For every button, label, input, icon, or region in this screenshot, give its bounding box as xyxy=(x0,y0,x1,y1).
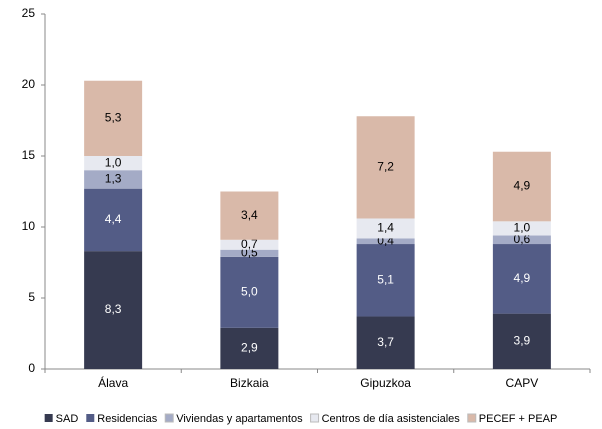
legend-swatch xyxy=(164,413,174,423)
legend-label: Residencias xyxy=(97,413,157,425)
x-tick-label: Gipuzkoa xyxy=(360,376,411,390)
bar-segment xyxy=(84,156,143,171)
data-label: 5,3 xyxy=(105,111,122,125)
legend: SAD Residencias Viviendas y apartamentos Ce… xyxy=(44,413,558,425)
data-label: 3,7 xyxy=(377,335,394,349)
legend-swatch xyxy=(310,413,320,423)
data-label: 1,0 xyxy=(514,221,531,235)
data-label: 2,9 xyxy=(241,341,258,355)
bar-segment xyxy=(84,80,143,156)
data-label: 4,9 xyxy=(514,271,531,285)
y-tick-label: 15 xyxy=(22,148,36,162)
legend-swatch xyxy=(44,414,53,422)
bar-segment xyxy=(492,151,551,222)
data-label: 1,0 xyxy=(105,155,122,169)
bar-segment xyxy=(220,239,279,250)
bar-segment xyxy=(492,235,551,245)
legend-label: PECEF + PEAP xyxy=(479,413,558,425)
y-tick-label: 25 xyxy=(22,6,36,20)
data-label: 5,0 xyxy=(241,284,258,298)
bar-segment xyxy=(220,327,279,369)
bar-segment xyxy=(84,251,143,369)
data-label: 3,4 xyxy=(241,208,258,222)
legend-swatch xyxy=(467,413,477,423)
data-label: 1,4 xyxy=(377,221,394,235)
data-label: 4,4 xyxy=(105,212,122,226)
legend-swatch xyxy=(86,414,95,422)
bar-segment xyxy=(356,244,415,317)
data-label: 1,3 xyxy=(105,172,122,186)
data-label: 5,1 xyxy=(377,272,394,286)
x-tick-label: CAPV xyxy=(506,376,539,390)
legend-label: Centros de día asistenciales xyxy=(322,413,461,425)
y-tick-label: 0 xyxy=(28,361,35,375)
x-tick-label: Álava xyxy=(98,375,128,390)
bar-segment xyxy=(84,188,143,252)
bar-segment xyxy=(220,191,279,240)
bar-segment xyxy=(84,170,143,189)
bar-segment xyxy=(220,256,279,328)
data-label: 3,9 xyxy=(514,333,531,347)
data-label: 7,2 xyxy=(377,160,394,174)
y-tick-label: 5 xyxy=(28,290,35,304)
bar-segment xyxy=(356,238,415,245)
bar-segment xyxy=(492,244,551,314)
bar-segment xyxy=(220,249,279,257)
bar-segment xyxy=(492,221,551,236)
legend-label: Viviendas y apartamentos xyxy=(176,413,303,425)
y-tick-label: 10 xyxy=(22,219,36,233)
data-label: 8,3 xyxy=(105,302,122,316)
legend-label: SAD xyxy=(56,413,79,425)
bar-segment xyxy=(356,116,415,219)
data-label: 4,9 xyxy=(514,179,531,193)
bar-segment xyxy=(356,316,415,369)
bar-segment xyxy=(492,313,551,369)
y-tick-label: 20 xyxy=(22,77,36,91)
data-label: 0,7 xyxy=(241,237,258,251)
x-tick-label: Bizkaia xyxy=(230,376,269,390)
bar-segment xyxy=(356,218,415,239)
